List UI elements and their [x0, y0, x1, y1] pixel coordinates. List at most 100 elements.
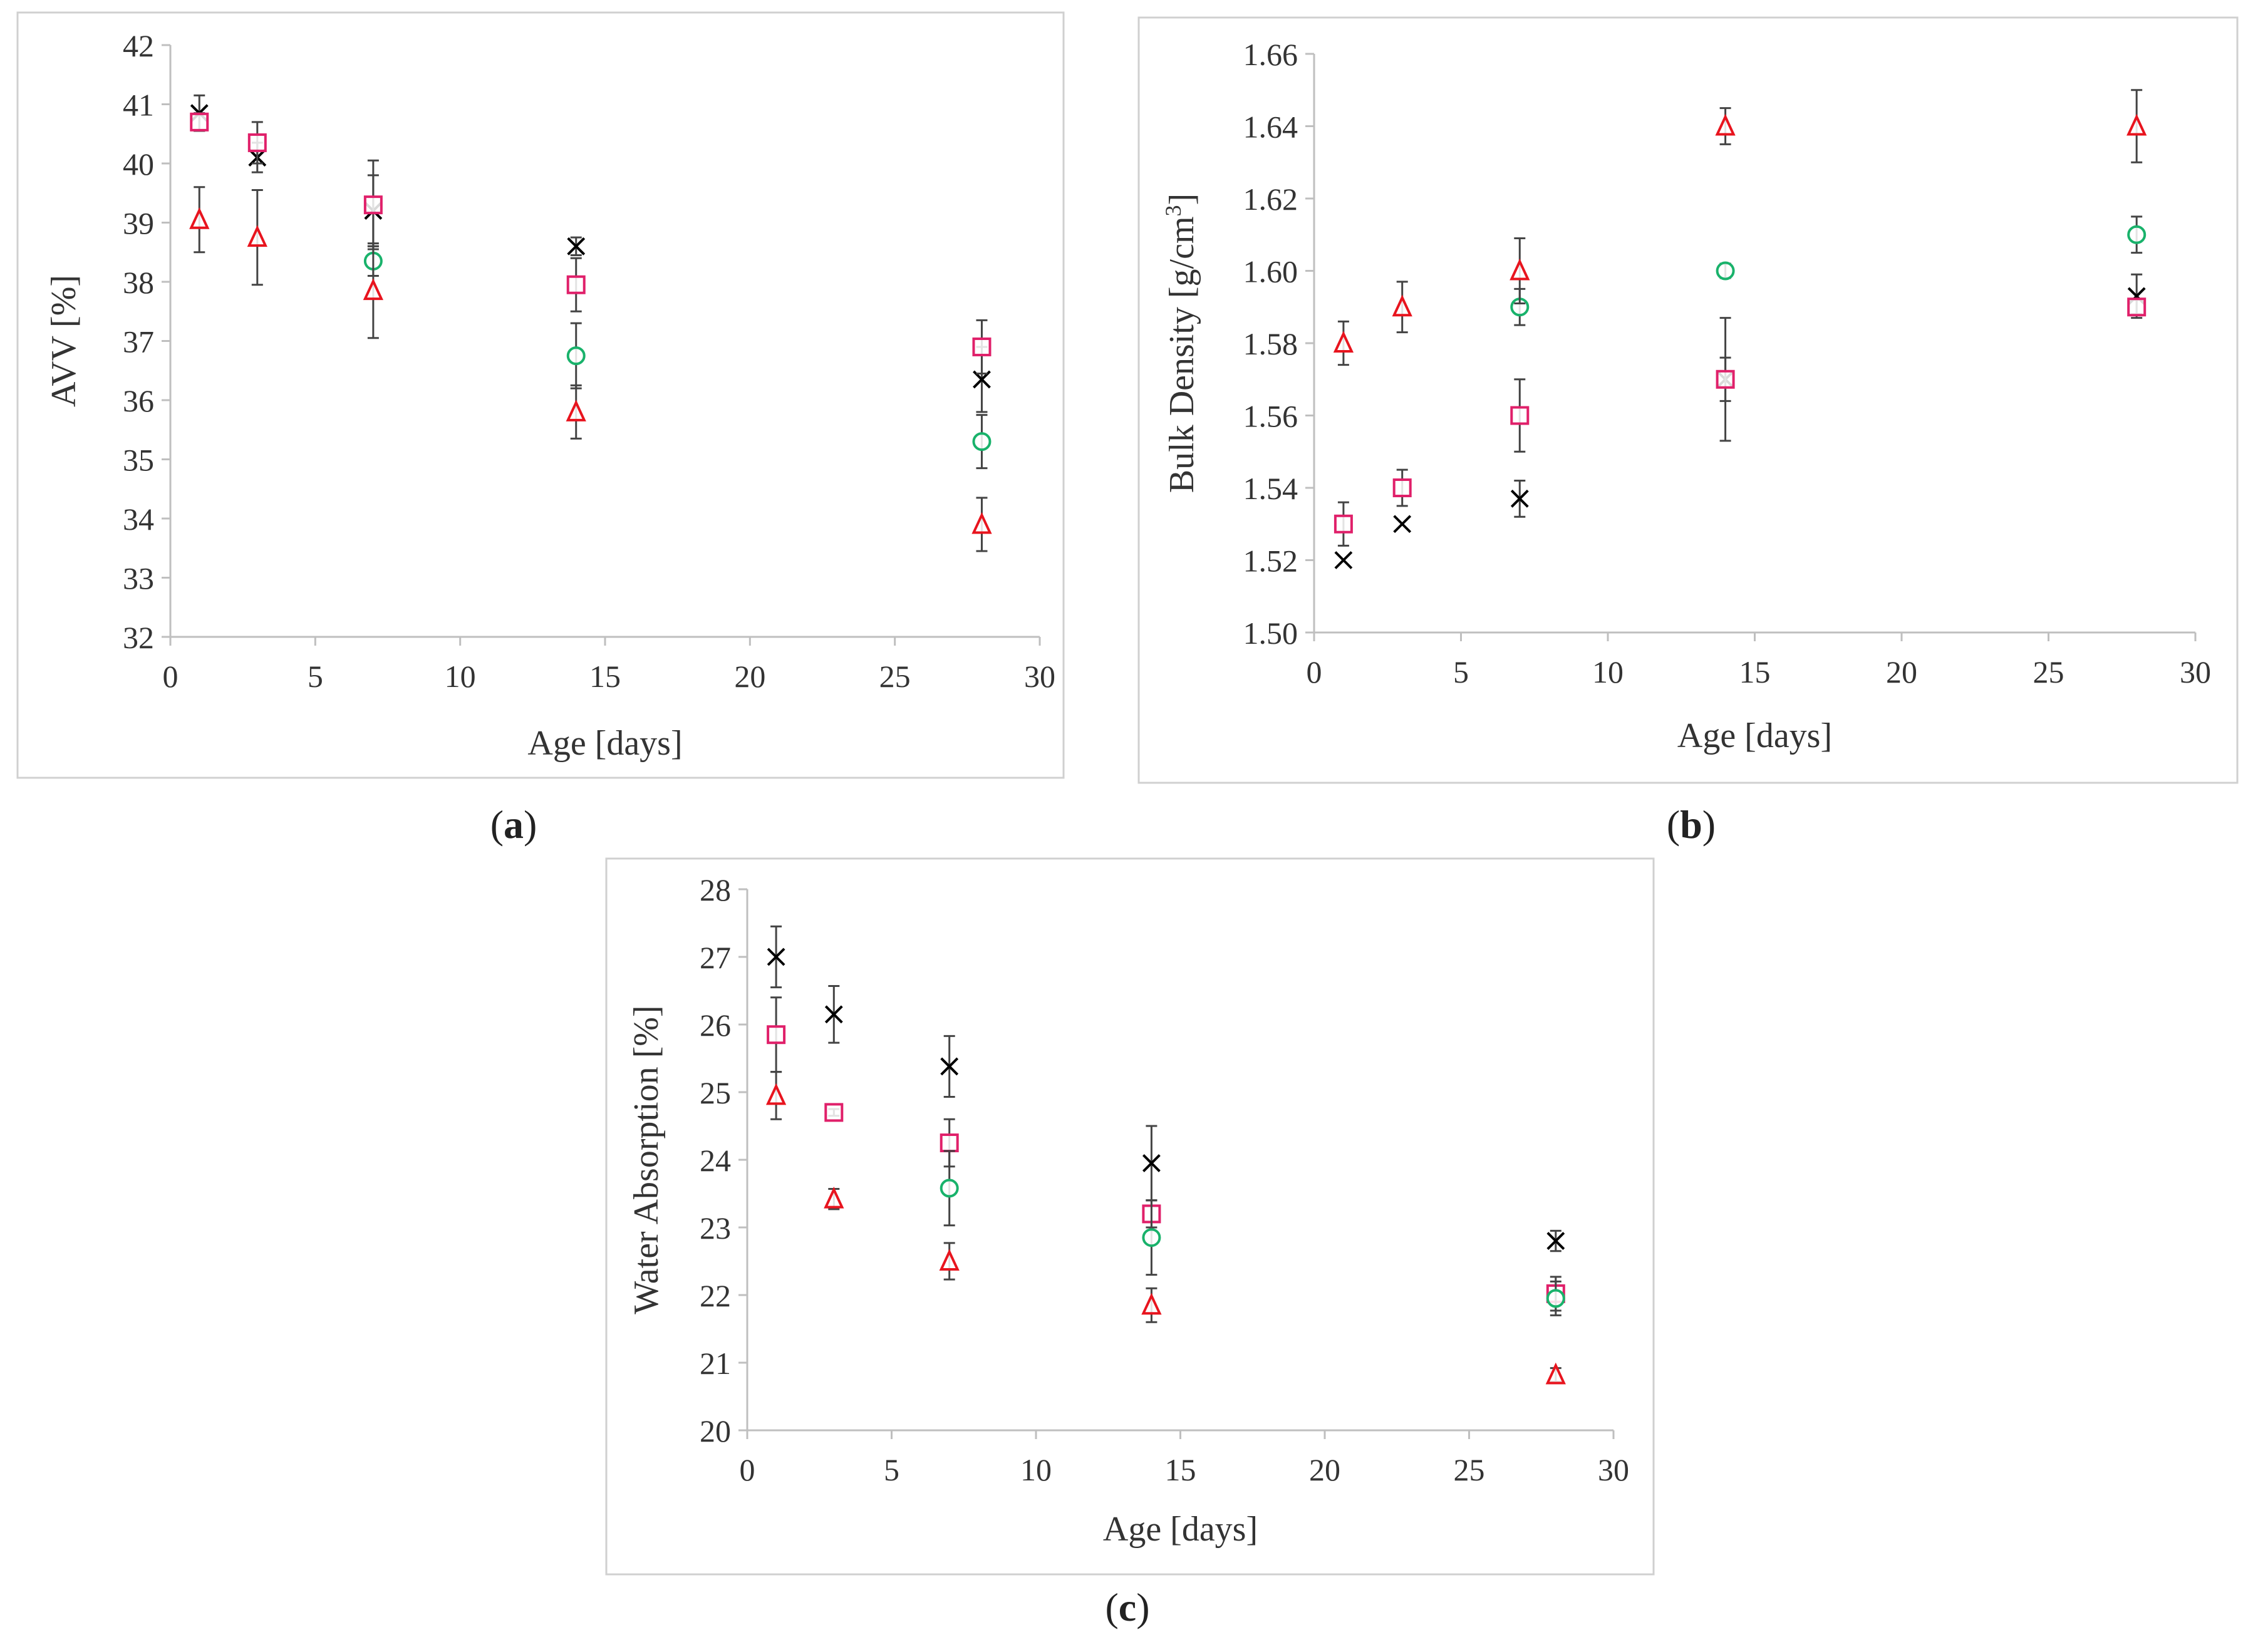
data-point-square: [1392, 478, 1412, 497]
y-tick-label: 1.64: [1243, 110, 1298, 145]
y-tick-label: 32: [123, 620, 154, 655]
data-point-square: [566, 275, 586, 294]
y-tick-label: 23: [700, 1211, 731, 1246]
x-tick-label: 10: [445, 659, 476, 694]
x-tick-label: 0: [740, 1452, 755, 1487]
chart-frame: [16, 11, 1065, 779]
data-point-triangle: [2126, 113, 2147, 136]
x-tick-label: 5: [308, 659, 323, 694]
x-tick-label: 25: [879, 659, 911, 694]
x-tick-label: 10: [1020, 1452, 1052, 1487]
data-point-triangle: [1510, 258, 1530, 281]
data-point-triangle: [765, 1083, 787, 1105]
series-square: [1334, 297, 2147, 547]
data-point-square: [767, 1025, 786, 1045]
data-point-triangle: [1392, 294, 1412, 317]
x-tick-label: 0: [1307, 654, 1322, 689]
x-tick-label: 30: [1598, 1452, 1629, 1487]
data-point-square: [247, 133, 267, 152]
data-point-triangle: [363, 278, 384, 301]
x-tick-label: 20: [1886, 654, 1917, 689]
data-point-triangle: [189, 207, 210, 229]
x-axis-title: Age [days]: [1677, 716, 1832, 755]
y-tick-label: 27: [700, 940, 731, 975]
data-point-circle: [1546, 1289, 1565, 1308]
y-tick-label: 21: [700, 1346, 731, 1381]
x-tick-label: 5: [1453, 654, 1469, 689]
data-point-square: [190, 112, 209, 132]
data-point-square: [1510, 406, 1530, 425]
y-tick-label: 1.56: [1243, 399, 1298, 434]
y-tick-label: 26: [700, 1008, 731, 1043]
y-tick-label: 38: [123, 265, 154, 300]
data-point-cross: [1393, 515, 1412, 534]
data-point-triangle: [971, 512, 992, 534]
data-point-cross: [1510, 489, 1529, 508]
x-tick-label: 30: [2180, 654, 2211, 689]
data-point-triangle: [247, 225, 267, 247]
y-tick-label: 1.66: [1243, 37, 1298, 72]
chart-c: 20 21 22 23 24 25 26 27 28 0 5 10 15 20 25 30 Age [days]…: [605, 857, 1655, 1576]
data-point-square: [363, 195, 383, 215]
y-tick-label: 28: [700, 872, 731, 907]
y-tick-label: 25: [700, 1075, 731, 1110]
x-axis-title: Age [days]: [1103, 1510, 1258, 1549]
caption-b: (b): [1666, 802, 1716, 847]
y-tick-label: 1.50: [1243, 616, 1298, 651]
y-axis-title: Water Absorption [%]: [627, 1005, 666, 1314]
y-tick-label: 39: [123, 206, 154, 241]
data-point-triangle: [1545, 1362, 1566, 1385]
y-tick-label: 42: [123, 28, 154, 63]
y-tick-label: 36: [123, 383, 154, 418]
chart-frame: [605, 857, 1655, 1576]
y-tick-label: 22: [700, 1278, 731, 1313]
data-point-triangle: [939, 1249, 960, 1271]
y-tick-label: 1.58: [1243, 326, 1298, 361]
data-point-circle: [2127, 225, 2147, 244]
x-tick-label: 15: [1165, 1452, 1196, 1487]
x-axis-title: Age [days]: [527, 724, 682, 763]
chart-frame: [1137, 16, 2239, 784]
data-point-cross: [767, 947, 785, 966]
series-triangle: [765, 1071, 1566, 1385]
y-axis-title: AVV [%]: [44, 275, 83, 407]
caption-c: (c): [1105, 1585, 1150, 1629]
x-tick-label: 5: [884, 1452, 899, 1487]
data-point-cross: [940, 1057, 959, 1076]
series-square: [190, 112, 992, 374]
y-tick-label: 1.62: [1243, 182, 1298, 217]
x-tick-label: 25: [2033, 654, 2064, 689]
x-tick-label: 10: [1592, 654, 1624, 689]
x-tick-label: 20: [1309, 1452, 1340, 1487]
data-point-triangle: [566, 400, 586, 421]
y-tick-label: 24: [700, 1143, 731, 1178]
data-point-circle: [1716, 261, 1735, 281]
data-point-cross: [824, 1005, 843, 1024]
data-point-cross: [567, 237, 586, 256]
data-point-circle: [940, 1179, 959, 1198]
x-tick-label: 25: [1454, 1452, 1485, 1487]
y-tick-label: 40: [123, 147, 154, 182]
data-point-square: [940, 1133, 959, 1152]
y-tick-label: 41: [123, 88, 154, 123]
caption-a: (a): [490, 802, 537, 847]
x-tick-label: 20: [734, 659, 765, 694]
data-point-cross: [1142, 1154, 1161, 1172]
data-point-triangle: [824, 1186, 844, 1209]
y-tick-label: 1.60: [1243, 254, 1298, 289]
data-point-triangle: [1141, 1293, 1162, 1315]
series-triangle: [1333, 89, 2147, 366]
y-tick-label: 1.54: [1243, 471, 1298, 506]
series-triangle: [189, 186, 992, 552]
data-point-cross: [1334, 551, 1353, 569]
chart-b: 1.50 1.52 1.54 1.56 1.58 1.60 1.62 1.64 1.66 0 5 10…: [1137, 16, 2239, 784]
y-tick-label: 34: [123, 502, 154, 537]
data-point-square: [1716, 369, 1735, 389]
y-axis-title: Bulk Density [g/cm3]: [1161, 194, 1201, 493]
chart-a: 32 33 34 35 36 37 38 39 40 41 42 0 5 10 15 20 25 30 Age [d…: [16, 11, 1065, 779]
data-point-circle: [972, 432, 992, 452]
x-tick-label: 30: [1024, 659, 1055, 694]
y-tick-label: 35: [123, 443, 154, 478]
x-tick-label: 0: [163, 659, 179, 694]
